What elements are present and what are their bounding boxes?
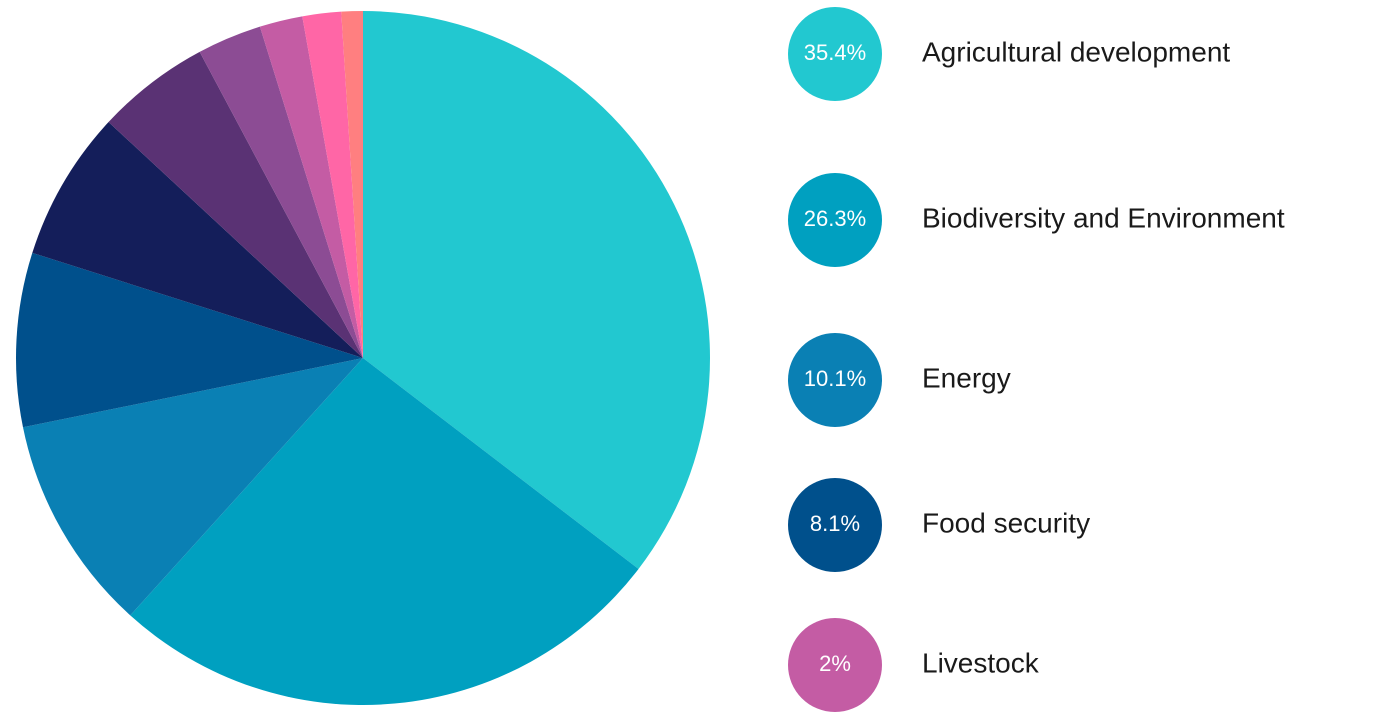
legend-label: Energy xyxy=(922,362,1011,393)
legend-label: Livestock xyxy=(922,647,1040,678)
pie-slice xyxy=(199,26,363,359)
legend-value: 35.4% xyxy=(804,40,866,65)
pie-slice xyxy=(341,11,363,358)
legend-swatch xyxy=(788,478,882,572)
pie-slice xyxy=(108,51,363,359)
legend-swatch xyxy=(788,333,882,427)
legend-value: 26.3% xyxy=(804,206,866,231)
pie-slice xyxy=(302,11,363,359)
pie-slice xyxy=(259,16,363,359)
pie-slice xyxy=(363,11,710,569)
legend-swatch xyxy=(788,173,882,267)
legend-swatch xyxy=(788,618,882,712)
pie-slice xyxy=(16,252,364,428)
pie-slice xyxy=(22,358,364,616)
legend-value: 2% xyxy=(819,651,851,676)
legend-label: Food security xyxy=(922,507,1090,538)
legend-value: 10.1% xyxy=(804,366,866,391)
legend-label: Biodiversity and Environment xyxy=(922,202,1285,233)
pie-slice xyxy=(32,122,364,358)
legend-swatch xyxy=(788,7,882,101)
legend-label: Agricultural development xyxy=(922,36,1230,67)
legend-value: 8.1% xyxy=(810,511,860,536)
pie-slice xyxy=(130,358,639,705)
